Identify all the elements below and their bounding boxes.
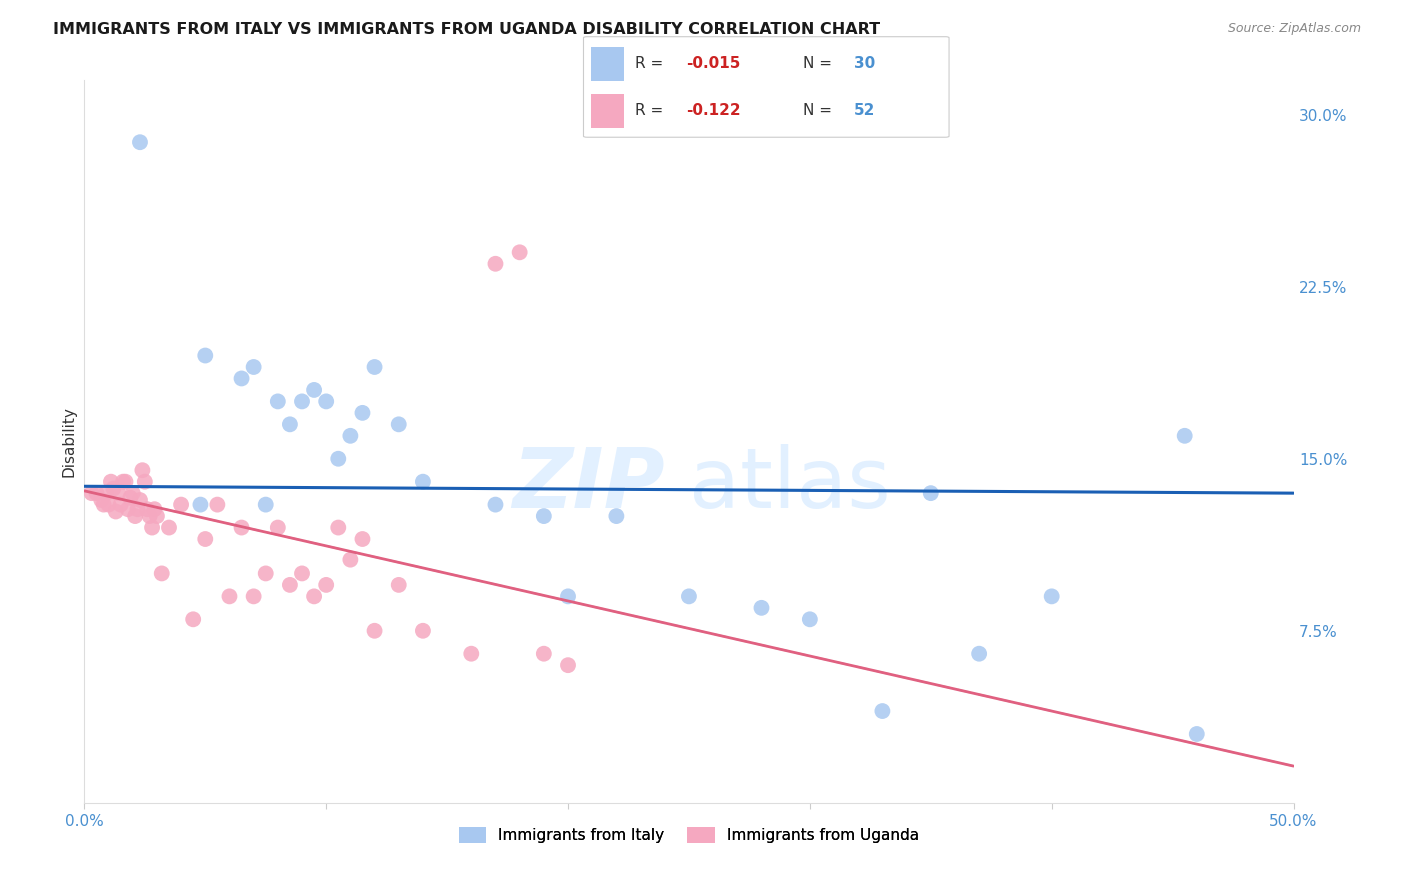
Point: [291, 394, 314, 409]
Point: [315, 578, 337, 592]
Point: [218, 590, 240, 604]
Point: [267, 520, 290, 534]
Text: -0.015: -0.015: [686, 56, 740, 71]
Point: [104, 504, 127, 518]
Point: [291, 566, 314, 581]
Point: [129, 493, 152, 508]
Point: [94, 486, 117, 500]
Text: 30: 30: [853, 56, 876, 71]
Point: [207, 498, 229, 512]
Point: [194, 349, 217, 363]
Point: [484, 498, 506, 512]
Point: [388, 417, 411, 432]
Point: [134, 475, 156, 489]
Point: [190, 498, 212, 512]
Point: [388, 578, 411, 592]
Point: [131, 463, 153, 477]
Point: [138, 509, 160, 524]
Point: [120, 491, 142, 505]
Point: [231, 371, 253, 385]
Point: [194, 532, 217, 546]
Point: [678, 590, 700, 604]
Point: [278, 578, 301, 592]
Point: [141, 520, 163, 534]
Point: [509, 245, 531, 260]
Point: [242, 590, 264, 604]
Point: [127, 502, 149, 516]
Point: [181, 612, 204, 626]
Text: IMMIGRANTS FROM ITALY VS IMMIGRANTS FROM UGANDA DISABILITY CORRELATION CHART: IMMIGRANTS FROM ITALY VS IMMIGRANTS FROM…: [53, 22, 880, 37]
Point: [103, 482, 125, 496]
Point: [90, 493, 112, 508]
Point: [254, 498, 277, 512]
Text: -0.122: -0.122: [686, 103, 741, 118]
Point: [557, 658, 579, 673]
Point: [339, 552, 361, 566]
Point: [114, 475, 136, 489]
Point: [799, 612, 821, 626]
Point: [328, 451, 350, 466]
Point: [412, 624, 434, 638]
Point: [86, 486, 108, 500]
Text: atlas: atlas: [689, 444, 890, 525]
Point: [129, 135, 152, 149]
Text: R =: R =: [634, 56, 668, 71]
Point: [605, 509, 627, 524]
Point: [117, 502, 139, 516]
Point: [363, 359, 385, 374]
Point: [412, 475, 434, 489]
Point: [157, 520, 180, 534]
Point: [136, 502, 159, 516]
Point: [267, 394, 290, 409]
Text: 52: 52: [853, 103, 876, 118]
Bar: [591, 95, 624, 128]
Legend: Immigrants from Italy, Immigrants from Uganda: Immigrants from Italy, Immigrants from U…: [453, 822, 925, 849]
FancyBboxPatch shape: [583, 37, 949, 137]
Point: [231, 520, 253, 534]
Point: [352, 406, 374, 420]
Point: [80, 486, 103, 500]
Point: [110, 498, 132, 512]
Point: [150, 566, 173, 581]
Point: [460, 647, 482, 661]
Point: [484, 257, 506, 271]
Point: [339, 429, 361, 443]
Point: [751, 600, 773, 615]
Point: [1040, 590, 1063, 604]
Point: [278, 417, 301, 432]
Text: R =: R =: [634, 103, 668, 118]
Text: ZIP: ZIP: [512, 444, 665, 525]
Point: [242, 359, 264, 374]
Point: [143, 502, 166, 516]
Point: [121, 486, 143, 500]
Point: [533, 647, 555, 661]
Point: [920, 486, 942, 500]
Point: [363, 624, 385, 638]
Y-axis label: Disability: Disability: [60, 406, 76, 477]
Point: [124, 509, 146, 524]
Point: [352, 532, 374, 546]
Point: [146, 509, 169, 524]
Point: [1185, 727, 1208, 741]
Point: [93, 498, 115, 512]
Text: N =: N =: [803, 56, 837, 71]
Point: [97, 498, 120, 512]
Point: [315, 394, 337, 409]
Point: [170, 498, 193, 512]
Point: [302, 590, 325, 604]
Point: [100, 475, 122, 489]
Point: [107, 486, 129, 500]
Point: [533, 509, 555, 524]
Point: [302, 383, 325, 397]
Text: Source: ZipAtlas.com: Source: ZipAtlas.com: [1227, 22, 1361, 36]
Point: [967, 647, 990, 661]
Point: [557, 590, 579, 604]
Bar: [591, 47, 624, 81]
Point: [872, 704, 894, 718]
Point: [1174, 429, 1197, 443]
Point: [254, 566, 277, 581]
Text: N =: N =: [803, 103, 837, 118]
Point: [112, 475, 135, 489]
Point: [328, 520, 350, 534]
